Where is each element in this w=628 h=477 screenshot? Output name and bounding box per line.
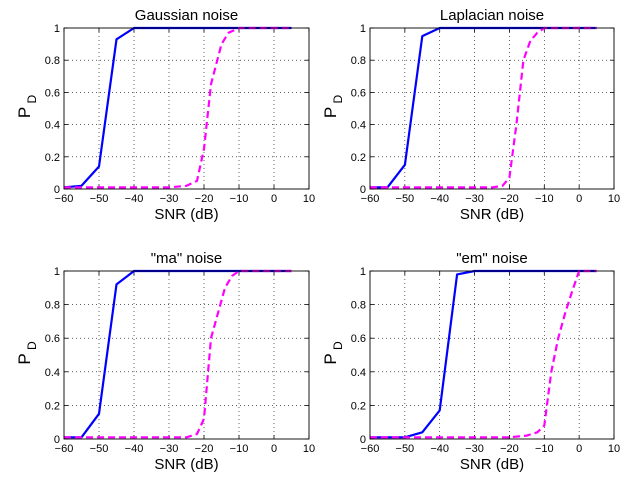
y-tick-label: 0.4 — [45, 120, 60, 132]
x-tick-label: −40 — [430, 443, 449, 455]
axes-box — [369, 27, 615, 190]
y-tick-label: 0.6 — [351, 87, 366, 99]
x-tick-label: −40 — [125, 193, 144, 205]
y-tick-label: 0.6 — [45, 87, 60, 99]
y-tick-label: 0.8 — [351, 300, 366, 312]
x-tick-label: −20 — [195, 193, 214, 205]
y-tick-label: 0 — [360, 184, 366, 196]
x-tick-label: −10 — [535, 193, 554, 205]
y-tick-label: 1 — [54, 23, 60, 35]
x-tick-label: −20 — [195, 443, 214, 455]
y-axis-label-subscript: D — [331, 341, 345, 350]
x-tick-label: 0 — [271, 443, 277, 455]
x-tick-label: 0 — [271, 193, 277, 205]
x-tick-label: −20 — [500, 443, 519, 455]
x-axis-label: SNR (dB) — [154, 206, 218, 223]
y-tick-label: 0.4 — [351, 120, 366, 132]
y-tick-label: 0 — [54, 184, 60, 196]
x-tick-label: 10 — [608, 193, 620, 205]
axes-box — [369, 270, 615, 440]
plot-area — [64, 271, 309, 439]
y-axis-label: PD — [321, 341, 345, 365]
x-tick-label: −40 — [430, 193, 449, 205]
x-tick-label: 10 — [303, 193, 315, 205]
subplot-title: Gaussian noise — [135, 7, 238, 24]
y-axis-label-main: P — [15, 353, 34, 364]
y-tick-label: 0.4 — [45, 367, 60, 379]
y-axis-label: PD — [321, 95, 345, 119]
series-line-2 — [64, 26, 292, 189]
x-tick-label: −50 — [90, 193, 109, 205]
y-tick-label: 1 — [360, 23, 366, 35]
y-tick-label: 0.6 — [45, 333, 60, 345]
y-tick-label: 0 — [360, 434, 366, 446]
x-tick-label: 0 — [576, 443, 582, 455]
x-axis-label: SNR (dB) — [460, 456, 524, 473]
y-axis-label-main: P — [321, 353, 340, 364]
y-axis-label-main: P — [321, 107, 340, 118]
x-axis-label: SNR (dB) — [460, 206, 524, 223]
x-tick-label: −60 — [55, 193, 74, 205]
y-tick-label: 0.2 — [351, 400, 366, 412]
x-tick-label: 10 — [608, 443, 620, 455]
series-line-2 — [370, 269, 597, 439]
y-tick-label: 0.6 — [351, 333, 366, 345]
x-tick-label: 0 — [576, 193, 582, 205]
y-axis-label-subscript: D — [25, 95, 39, 104]
y-tick-label: 0.2 — [45, 400, 60, 412]
x-tick-label: −20 — [500, 193, 519, 205]
y-tick-label: 0.4 — [351, 367, 366, 379]
x-tick-label: −30 — [465, 193, 484, 205]
x-tick-label: −60 — [361, 443, 380, 455]
plot-area — [370, 28, 614, 189]
y-axis-label-subscript: D — [331, 95, 345, 104]
x-tick-label: −50 — [396, 443, 415, 455]
x-tick-label: −30 — [160, 193, 179, 205]
x-tick-label: −10 — [230, 443, 249, 455]
x-tick-label: −60 — [55, 443, 74, 455]
y-tick-label: 0.8 — [351, 55, 366, 67]
y-tick-label: 0.2 — [45, 152, 60, 164]
x-tick-label: 10 — [303, 443, 315, 455]
subplot-1: −60 −50 −40 −30 −20 −10 0 10 0 0.2 0.4 0.6 0.8 1 Gauss… — [15, 7, 315, 223]
x-tick-label: −50 — [90, 443, 109, 455]
y-tick-label: 1 — [360, 266, 366, 278]
x-tick-label: −50 — [396, 193, 415, 205]
y-axis-label: PD — [15, 95, 39, 119]
y-tick-label: 0.8 — [45, 300, 60, 312]
subplot-title: Laplacian noise — [440, 7, 544, 24]
x-tick-label: −30 — [160, 443, 179, 455]
x-tick-label: −40 — [125, 443, 144, 455]
subplot-title: "em" noise — [456, 250, 528, 267]
y-axis-label: PD — [15, 341, 39, 365]
y-tick-label: 0.8 — [45, 55, 60, 67]
subplot-4: −60 −50 −40 −30 −20 −10 0 10 0 0.2 0.4 0.6 0.8 1 "em" … — [321, 250, 620, 473]
y-tick-label: 0.2 — [351, 152, 366, 164]
y-axis-label-subscript: D — [25, 341, 39, 350]
x-tick-label: −60 — [361, 193, 380, 205]
plot-area — [370, 271, 614, 439]
subplot-3: −60 −50 −40 −30 −20 −10 0 10 0 0.2 0.4 0.6 0.8 1 "ma" … — [15, 250, 315, 473]
axes-box — [63, 27, 310, 190]
x-tick-label: −10 — [535, 443, 554, 455]
y-tick-label: 0 — [54, 434, 60, 446]
y-axis-label-main: P — [15, 107, 34, 118]
subplot-2: −60 −50 −40 −30 −20 −10 0 10 0 0.2 0.4 0.6 0.8 1 Lapla… — [321, 7, 620, 223]
x-tick-label: −30 — [465, 443, 484, 455]
subplot-title: "ma" noise — [151, 250, 223, 267]
series-line-2 — [370, 26, 597, 189]
x-tick-label: −10 — [230, 193, 249, 205]
axes-box — [63, 270, 310, 440]
y-tick-label: 1 — [54, 266, 60, 278]
plot-area — [64, 28, 309, 189]
x-axis-label: SNR (dB) — [154, 456, 218, 473]
